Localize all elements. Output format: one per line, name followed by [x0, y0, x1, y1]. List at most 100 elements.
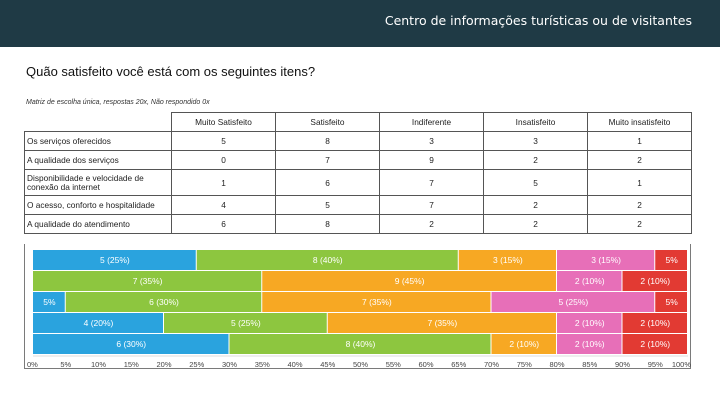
- bar-label: 4 (20%): [84, 318, 114, 328]
- bar-segment: [622, 313, 687, 333]
- table-corner: [24, 112, 172, 132]
- bar-segment: [229, 334, 491, 354]
- question-subtitle: Matriz de escolha única, respostas 20x, …: [26, 99, 210, 106]
- bar-segment: [33, 292, 65, 312]
- table-cell: 1: [171, 169, 276, 196]
- table-cell: 5: [275, 195, 380, 215]
- x-tick-label: 30%: [222, 360, 237, 369]
- bar-label: 8 (40%): [346, 339, 376, 349]
- bar-segment: [33, 271, 262, 291]
- column-header: Muito Satisfeito: [171, 112, 276, 132]
- bar-label: 2 (10%): [575, 318, 605, 328]
- bar-segment: [557, 250, 655, 270]
- bar-label: 7 (35%): [133, 276, 163, 286]
- table-cell: 3: [483, 131, 588, 151]
- x-tick-label: 0%: [27, 360, 38, 369]
- table-cell: 2: [587, 214, 692, 234]
- bar-segment: [33, 250, 196, 270]
- bar-label: 7 (35%): [362, 297, 392, 307]
- bar-label: 5%: [665, 255, 678, 265]
- table-cell: 8: [275, 131, 380, 151]
- bar-label: 5%: [665, 297, 678, 307]
- table-row: O acesso, conforto e hospitalidade 4 5 7…: [24, 195, 692, 215]
- x-tick-label: 25%: [189, 360, 204, 369]
- table-cell: 2: [587, 195, 692, 215]
- table-cell: 7: [275, 150, 380, 170]
- row-label: O acesso, conforto e hospitalidade: [24, 195, 172, 215]
- bar-label: 2 (10%): [640, 276, 670, 286]
- column-header: Satisfeito: [275, 112, 380, 132]
- x-tick-label: 15%: [124, 360, 139, 369]
- column-header: Insatisfeito: [483, 112, 588, 132]
- chart-frame: 5 (25%) 8 (40%) 3 (15%) 3 (15%) 5% 7 (35%) 9 (…: [24, 244, 691, 369]
- bar-label: 2 (10%): [575, 339, 605, 349]
- table-cell: 5: [171, 131, 276, 151]
- bar-segment: [65, 292, 262, 312]
- table-cell: 6: [275, 169, 380, 196]
- table-cell: 2: [483, 214, 588, 234]
- bar-label: 2 (10%): [575, 276, 605, 286]
- table-cell: 0: [171, 150, 276, 170]
- bar-segment: [164, 313, 327, 333]
- bar-label: 2 (10%): [640, 318, 670, 328]
- bar-segment: [622, 334, 687, 354]
- bar-segment: [491, 334, 556, 354]
- bar-label: 5 (25%): [231, 318, 261, 328]
- table-row: Disponibilidade e velocidade de conexão …: [24, 169, 692, 196]
- row-label: Disponibilidade e velocidade de conexão …: [24, 169, 172, 196]
- table-cell: 2: [587, 150, 692, 170]
- table-cell: 6: [171, 214, 276, 234]
- table-cell: 4: [171, 195, 276, 215]
- table-cell: 2: [483, 150, 588, 170]
- table-header-row: Muito Satisfeito Satisfeito Indiferente …: [24, 112, 692, 132]
- x-tick-label: 5%: [60, 360, 71, 369]
- x-tick-label: 55%: [386, 360, 401, 369]
- header-title: Centro de informações turísticas ou de v…: [384, 13, 692, 28]
- bar-label: 2 (10%): [509, 339, 539, 349]
- table-cell: 7: [379, 169, 484, 196]
- x-tick-label: 70%: [484, 360, 499, 369]
- column-header: Indiferente: [379, 112, 484, 132]
- question-title: Quão satisfeito você está com os seguint…: [26, 64, 316, 79]
- x-tick-label: 40%: [287, 360, 302, 369]
- stacked-bar-chart: 5 (25%) 8 (40%) 3 (15%) 3 (15%) 5% 7 (35%) 9 (…: [27, 250, 691, 369]
- bar-label: 8 (40%): [313, 255, 343, 265]
- x-tick-label: 65%: [451, 360, 466, 369]
- row-label: Os serviços oferecidos: [24, 131, 172, 151]
- table-cell: 8: [275, 214, 380, 234]
- bar-segment: [557, 313, 622, 333]
- x-tick-label: 35%: [255, 360, 270, 369]
- x-tick-label: 10%: [91, 360, 106, 369]
- bar-segment: [655, 292, 687, 312]
- bar-label: 3 (15%): [591, 255, 621, 265]
- x-tick-label: 45%: [320, 360, 335, 369]
- bar-label: 9 (45%): [395, 276, 425, 286]
- bar-segment: [262, 292, 491, 312]
- table-cell: 1: [587, 169, 692, 196]
- table-row: A qualidade do atendimento 6 8 2 2 2: [24, 214, 692, 234]
- table-cell: 2: [379, 214, 484, 234]
- bar-segment: [655, 250, 687, 270]
- x-tick-label: 20%: [156, 360, 171, 369]
- x-tick-label: 95%: [648, 360, 663, 369]
- x-tick-label: 80%: [549, 360, 564, 369]
- bar-segment: [557, 334, 622, 354]
- bar-segment: [327, 313, 556, 333]
- table-cell: 9: [379, 150, 484, 170]
- bar-label: 6 (30%): [149, 297, 179, 307]
- table-cell: 3: [379, 131, 484, 151]
- x-tick-label: 90%: [615, 360, 630, 369]
- bar-label: 5 (25%): [100, 255, 130, 265]
- bar-label: 2 (10%): [640, 339, 670, 349]
- x-tick-label: 75%: [517, 360, 532, 369]
- bar-label: 3 (15%): [493, 255, 523, 265]
- bar-segment: [33, 334, 229, 354]
- bar-segment: [622, 271, 687, 291]
- results-table: Muito Satisfeito Satisfeito Indiferente …: [24, 112, 692, 234]
- bar-label: 5 (25%): [558, 297, 588, 307]
- table-cell: 5: [483, 169, 588, 196]
- x-tick-label: 85%: [582, 360, 597, 369]
- bar-label: 6 (30%): [116, 339, 146, 349]
- bar-segment: [262, 271, 556, 291]
- x-tick-label: 50%: [353, 360, 368, 369]
